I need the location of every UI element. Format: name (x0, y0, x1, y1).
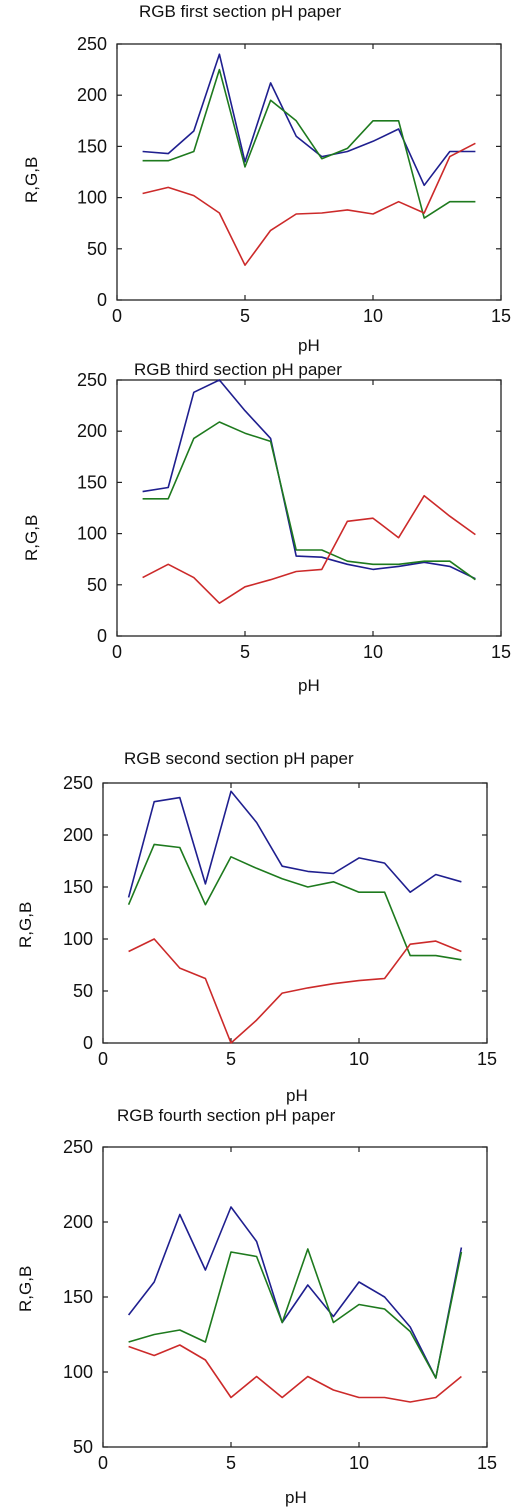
y-tick-label: 50 (73, 981, 93, 1001)
x-tick-label: 10 (349, 1049, 369, 1069)
series-line-2 (128, 1344, 462, 1403)
chart-panel-first-section: RGB first section pH paper R,G,B pH 0 5 10… (0, 0, 517, 360)
y-tick-label: 200 (77, 85, 107, 105)
series-line-2 (142, 494, 476, 604)
x-tick-label: 15 (477, 1453, 497, 1473)
y-tick-label: 100 (63, 1362, 93, 1382)
series-line-1 (142, 68, 476, 219)
chart-plot: 0 5 10 15 50 100 150 200 250 (63, 1137, 497, 1473)
y-tick-label: 200 (63, 825, 93, 845)
axes-frame (116, 379, 502, 637)
x-tick-label: 5 (240, 306, 250, 326)
x-axis-label: pH (286, 1086, 308, 1105)
y-tick-label: 100 (63, 929, 93, 949)
chart-title: RGB fourth section pH paper (117, 1106, 336, 1125)
series-line-0 (127, 790, 462, 898)
x-axis-label: pH (298, 676, 320, 695)
series-line-0 (142, 53, 476, 187)
series-line-2 (142, 142, 476, 267)
x-tick-label: 15 (491, 306, 511, 326)
x-tick-label: 5 (226, 1453, 236, 1473)
y-tick-label: 200 (63, 1212, 93, 1232)
series-line-1 (128, 1248, 463, 1379)
x-axis-label: pH (298, 336, 320, 355)
series-line-1 (127, 843, 462, 961)
chart-title: RGB third section pH paper (134, 360, 342, 379)
y-tick-label: 200 (77, 421, 107, 441)
x-tick-label: 0 (98, 1049, 108, 1069)
y-tick-label: 50 (87, 575, 107, 595)
y-tick-label: 250 (77, 370, 107, 390)
y-tick-label: 100 (77, 524, 107, 544)
x-tick-label: 0 (112, 306, 122, 326)
y-tick-label: 0 (97, 290, 107, 310)
chart-title: RGB second section pH paper (124, 749, 354, 768)
axes-frame (102, 782, 488, 1044)
x-tick-label: 10 (363, 306, 383, 326)
chart-panel-third-section: RGB third section pH paper R,G,B pH 0 5 10… (0, 358, 517, 698)
y-tick-label: 250 (63, 1137, 93, 1157)
x-tick-label: 15 (491, 642, 511, 662)
axes-frame (116, 43, 502, 301)
x-axis-label: pH (285, 1488, 307, 1507)
y-tick-label: 150 (63, 877, 93, 897)
y-tick-label: 150 (63, 1287, 93, 1307)
x-tick-label: 0 (112, 642, 122, 662)
chart-title: RGB first section pH paper (139, 2, 342, 21)
series-line-0 (127, 1206, 463, 1379)
series-line-1 (142, 421, 476, 581)
x-tick-label: 5 (240, 642, 250, 662)
x-tick-label: 0 (98, 1453, 108, 1473)
y-tick-label: 150 (77, 136, 107, 156)
x-tick-label: 5 (226, 1049, 236, 1069)
x-tick-label: 10 (363, 642, 383, 662)
axes-frame (102, 1146, 488, 1448)
y-tick-label: 250 (63, 773, 93, 793)
y-tick-label: 250 (77, 34, 107, 54)
x-tick-label: 15 (477, 1049, 497, 1069)
y-tick-label: 0 (83, 1033, 93, 1053)
y-tick-label: 50 (73, 1437, 93, 1457)
x-tick-label: 10 (349, 1453, 369, 1473)
y-tick-label: 0 (97, 626, 107, 646)
series-line-0 (142, 379, 476, 580)
y-tick-label: 100 (77, 188, 107, 208)
y-tick-label: 150 (77, 472, 107, 492)
y-tick-label: 50 (87, 239, 107, 259)
series-line-2 (128, 938, 462, 1044)
